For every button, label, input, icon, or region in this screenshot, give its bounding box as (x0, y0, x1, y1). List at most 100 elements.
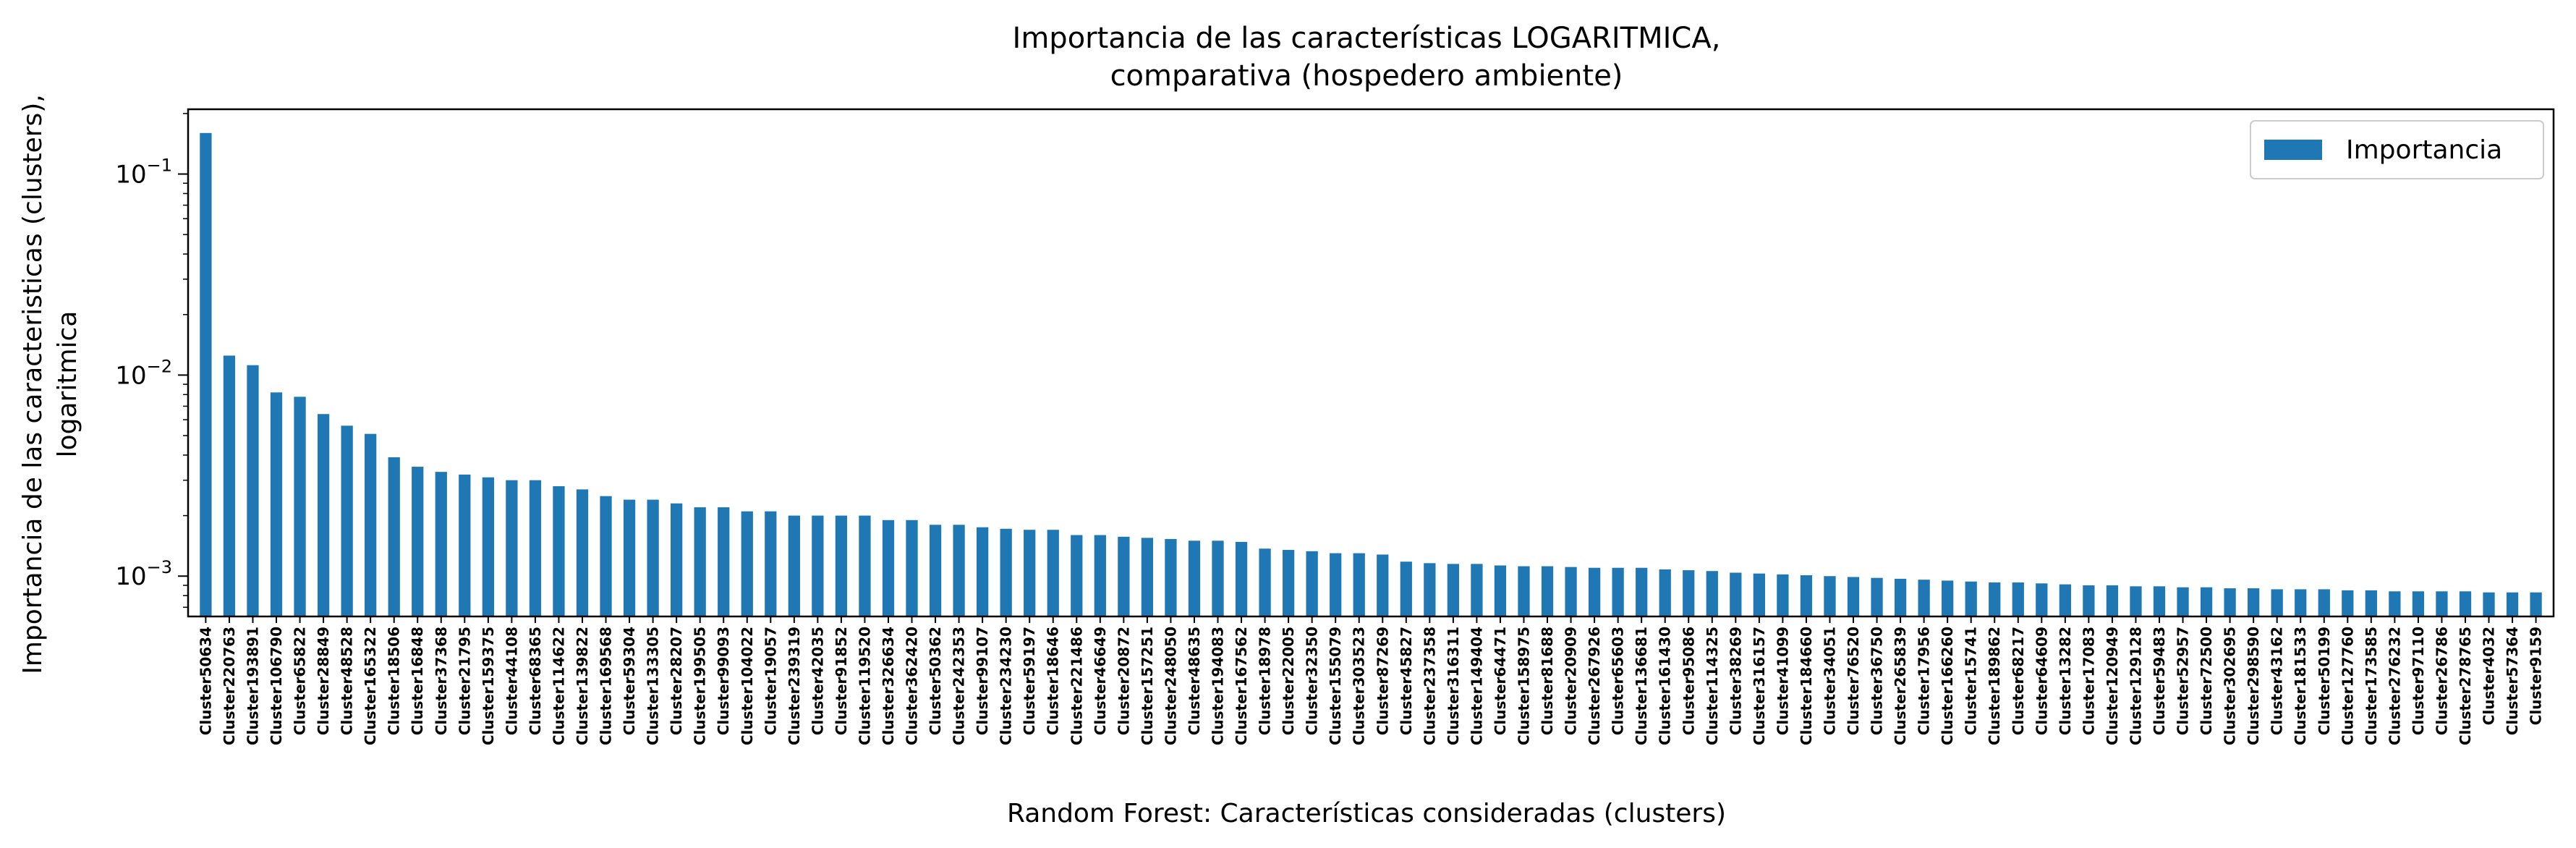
x-tick-label: Cluster237358 (1421, 627, 1438, 745)
bar (1800, 575, 1813, 616)
bar (1659, 569, 1671, 616)
bar (1871, 577, 1883, 616)
bar (1565, 567, 1577, 616)
x-tick-label: Cluster159375 (480, 627, 497, 745)
bar (2083, 585, 2095, 616)
x-tick-label: Cluster220763 (221, 627, 238, 745)
x-tick-label: Cluster4032 (2481, 627, 2498, 725)
bar (694, 507, 706, 616)
x-tick-label: Cluster194083 (1210, 627, 1227, 745)
x-tick-label: Cluster158975 (1515, 627, 1532, 745)
x-tick-label: Cluster239319 (786, 627, 803, 745)
bar (1212, 540, 1224, 616)
x-tick-label: Cluster169568 (598, 627, 615, 745)
x-tick-label: Cluster278765 (2457, 627, 2474, 745)
bar (1518, 566, 1530, 616)
x-tick-label: Cluster155079 (1327, 627, 1344, 745)
x-tick-label: Cluster242353 (951, 627, 968, 745)
x-tick-label: Cluster136681 (1633, 627, 1650, 745)
bar (1094, 535, 1106, 616)
bar (1000, 528, 1012, 616)
bar (1942, 580, 1954, 616)
x-tick-label: Cluster267926 (1586, 627, 1603, 745)
bar (882, 520, 895, 616)
bar (576, 489, 589, 616)
legend: Importancia (2250, 120, 2544, 179)
x-tick-label: Cluster50199 (2316, 627, 2333, 735)
x-tick-label: Cluster41099 (1774, 627, 1791, 735)
x-tick-label: Cluster64609 (2033, 627, 2050, 735)
bar (1377, 554, 1389, 616)
bar (2483, 592, 2495, 616)
x-tick-label: Cluster316311 (1445, 627, 1462, 745)
x-tick-label: Cluster52957 (2175, 627, 2192, 735)
bar (1471, 564, 1483, 616)
x-tick-label: Cluster17083 (2080, 627, 2097, 735)
x-tick-label: Cluster20909 (1563, 627, 1580, 735)
bar (1330, 553, 1342, 616)
x-tick-label: Cluster139822 (574, 627, 591, 745)
x-tick-label: Cluster248050 (1162, 627, 1179, 745)
x-tick-label: Cluster234230 (998, 627, 1015, 745)
x-tick-label: Cluster157251 (1139, 627, 1156, 745)
x-tick-label: Cluster65603 (1610, 627, 1627, 735)
bar (1588, 567, 1601, 616)
x-tick-label: Cluster26786 (2433, 627, 2450, 735)
bar (1118, 536, 1130, 616)
y-tick-label: 10−3 (115, 557, 172, 591)
x-tick-label: Cluster68217 (2010, 627, 2027, 735)
x-tick-label: Cluster15741 (1963, 627, 1980, 735)
plot-frame (187, 108, 2555, 618)
bar (412, 467, 424, 616)
bar (600, 496, 612, 616)
bar (2459, 591, 2472, 616)
x-tick-label: Cluster57364 (2504, 627, 2521, 735)
bar (317, 414, 330, 616)
x-tick-label: Cluster9159 (2528, 627, 2545, 725)
bar (1753, 573, 1765, 616)
x-tick-label: Cluster189862 (1986, 627, 2003, 745)
bar (1894, 578, 1907, 616)
bar (1024, 530, 1036, 616)
bar (1824, 576, 1836, 616)
bar (1071, 535, 1083, 616)
x-tick-label: Cluster99107 (974, 627, 991, 735)
y-tick-label: 10−1 (115, 156, 172, 190)
x-tick-label: Cluster34051 (1821, 627, 1838, 735)
bar (1282, 550, 1295, 616)
bar (906, 520, 918, 616)
bar (1541, 566, 1554, 616)
bar (553, 486, 565, 616)
x-tick-label: Cluster20872 (1115, 627, 1132, 735)
x-tick-label: Cluster99093 (715, 627, 732, 735)
x-tick-label: Cluster65822 (292, 627, 309, 735)
x-tick-label: Cluster221486 (1068, 627, 1085, 745)
x-tick-label: Cluster19057 (762, 627, 779, 735)
bar (341, 425, 353, 616)
x-ticks: Cluster50634 Cluster220763 Cluster193891 Cl… (197, 616, 2545, 745)
bar (2059, 584, 2071, 616)
x-tick-label: Cluster265839 (1892, 627, 1909, 745)
x-tick-label: Cluster18646 (1045, 627, 1062, 735)
bar (1683, 570, 1695, 616)
x-axis-label: Random Forest: Características considera… (1007, 799, 1726, 828)
x-tick-label: Cluster68365 (527, 627, 544, 735)
bar (647, 499, 659, 616)
bar (2506, 592, 2519, 616)
bar (953, 525, 965, 616)
bar (506, 480, 518, 616)
x-tick-label: Cluster129128 (2127, 627, 2144, 745)
bar (671, 503, 683, 616)
x-tick-label: Cluster28207 (668, 627, 685, 735)
bar (2248, 588, 2260, 616)
chart-title: Importancia de las características LOGAR… (1013, 22, 1721, 55)
x-tick-label: Cluster64471 (1492, 627, 1509, 735)
x-tick-label: Cluster106790 (268, 627, 285, 745)
bar (1447, 564, 1460, 616)
x-tick-label: Cluster161430 (1657, 627, 1674, 745)
x-tick-label: Cluster32350 (1304, 627, 1321, 735)
bar (1235, 541, 1248, 616)
x-tick-label: Cluster184660 (1798, 627, 1815, 745)
bar (765, 511, 777, 616)
